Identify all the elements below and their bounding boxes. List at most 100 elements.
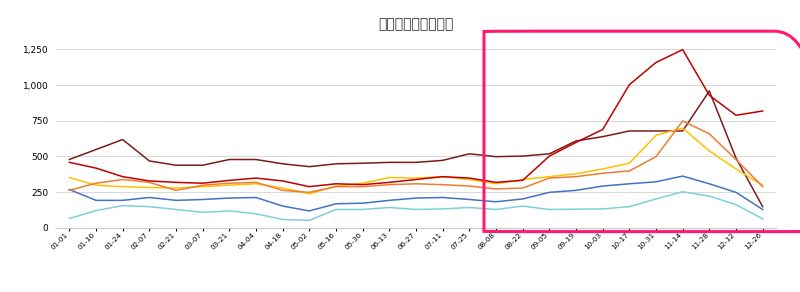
- 2017: [411, 208, 421, 211]
- 2018: [705, 182, 714, 185]
- 2017: [518, 204, 527, 208]
- 2022: [465, 152, 474, 156]
- 2018: [571, 189, 581, 192]
- 2017: [705, 194, 714, 198]
- 2021: [225, 179, 234, 182]
- 2021: [678, 48, 687, 51]
- 2020: [705, 132, 714, 135]
- 2017: [118, 204, 127, 207]
- 2018: [731, 191, 741, 194]
- 2022: [331, 162, 341, 166]
- 2021: [305, 185, 314, 188]
- 2021: [518, 179, 527, 182]
- 2019: [545, 175, 554, 178]
- 2022: [385, 161, 394, 164]
- 2019: [91, 183, 101, 187]
- 2018: [251, 196, 261, 199]
- 2020: [465, 184, 474, 188]
- 2018: [385, 199, 394, 202]
- 2020: [438, 183, 447, 186]
- 2017: [651, 197, 661, 201]
- 2017: [65, 217, 74, 220]
- 2018: [145, 196, 154, 199]
- 2021: [651, 61, 661, 64]
- 2020: [491, 187, 501, 191]
- 2018: [171, 199, 181, 202]
- 2022: [358, 161, 367, 165]
- 2020: [171, 189, 181, 192]
- 2018: [678, 174, 687, 178]
- 2019: [198, 185, 207, 188]
- 2020: [145, 181, 154, 184]
- 2022: [411, 161, 421, 164]
- 2017: [278, 218, 287, 221]
- 2019: [705, 149, 714, 153]
- 2018: [651, 180, 661, 184]
- 2018: [625, 182, 634, 185]
- 2022: [251, 158, 261, 161]
- 2019: [758, 183, 767, 187]
- 2022: [625, 129, 634, 133]
- 2019: [731, 167, 741, 171]
- 2018: [225, 196, 234, 200]
- 2022: [65, 158, 74, 161]
- 2018: [758, 208, 767, 211]
- 2020: [625, 169, 634, 173]
- Line: 2017: 2017: [70, 192, 762, 220]
- 2020: [598, 171, 607, 175]
- 2019: [65, 176, 74, 179]
- 2021: [598, 128, 607, 131]
- 2018: [411, 196, 421, 200]
- 2020: [411, 182, 421, 185]
- 2022: [705, 89, 714, 93]
- 2017: [571, 207, 581, 211]
- 2018: [305, 209, 314, 213]
- 2017: [758, 217, 767, 221]
- 2020: [571, 175, 581, 178]
- 2019: [358, 181, 367, 185]
- 2022: [278, 162, 287, 166]
- 2019: [118, 185, 127, 188]
- 2018: [438, 196, 447, 199]
- 2020: [251, 181, 261, 184]
- 2018: [358, 201, 367, 205]
- 2019: [678, 126, 687, 130]
- 2022: [198, 164, 207, 167]
- 2021: [438, 175, 447, 178]
- 2018: [518, 197, 527, 201]
- 2017: [331, 208, 341, 211]
- 2018: [331, 202, 341, 206]
- 2022: [171, 164, 181, 167]
- 2020: [651, 155, 661, 159]
- 2022: [571, 139, 581, 143]
- 2021: [705, 93, 714, 97]
- 2020: [731, 158, 741, 161]
- 2017: [385, 206, 394, 209]
- 2020: [305, 191, 314, 194]
- 2021: [385, 181, 394, 184]
- 2019: [278, 186, 287, 190]
- 2021: [625, 83, 634, 86]
- 2020: [518, 186, 527, 190]
- 2020: [678, 119, 687, 123]
- 2018: [598, 184, 607, 188]
- 2019: [491, 182, 501, 185]
- 2020: [198, 183, 207, 187]
- 2021: [571, 141, 581, 144]
- 2017: [198, 211, 207, 214]
- 2021: [491, 181, 501, 184]
- 2019: [651, 133, 661, 137]
- 2019: [411, 176, 421, 180]
- 2019: [438, 175, 447, 178]
- 2019: [625, 161, 634, 165]
- 2021: [758, 109, 767, 113]
- 2022: [145, 159, 154, 163]
- 2022: [225, 158, 234, 161]
- 2017: [358, 208, 367, 211]
- 2020: [358, 185, 367, 188]
- 2017: [171, 208, 181, 211]
- Line: 2019: 2019: [70, 128, 762, 194]
- 2021: [465, 176, 474, 180]
- 2022: [91, 148, 101, 151]
- Line: 2022: 2022: [70, 91, 762, 207]
